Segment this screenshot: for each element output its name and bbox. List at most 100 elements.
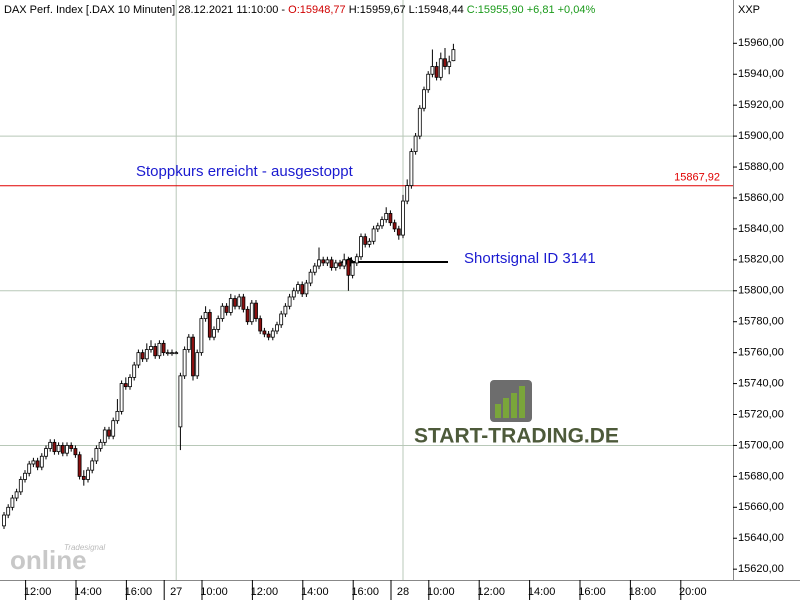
candle-body: [258, 318, 263, 332]
candle-body: [426, 73, 431, 91]
candle-body: [107, 429, 111, 437]
y-tick-label: 15640,00: [738, 532, 784, 544]
logo-bar: [519, 386, 525, 418]
axis-title: XXP: [738, 4, 760, 16]
header-low: L:15948,44: [409, 4, 464, 16]
candle-body: [291, 290, 296, 298]
y-tick-label: 15820,00: [738, 254, 784, 266]
candle-body: [245, 308, 250, 323]
y-tick-label: 15940,00: [738, 68, 784, 80]
x-tick-label: 16:00: [125, 586, 153, 598]
candle-body: [52, 441, 57, 453]
candle-body: [31, 460, 36, 465]
candle-body: [149, 346, 153, 350]
candle-body: [266, 333, 271, 338]
logo-text: START-TRADING.DE: [414, 425, 619, 448]
candle-body: [287, 296, 292, 307]
x-tick-label: 12:00: [251, 586, 279, 598]
logo-icon: [490, 380, 532, 422]
x-tick-label: 16:00: [351, 586, 379, 598]
x-tick-label: 12:00: [24, 586, 52, 598]
candle-body: [346, 259, 351, 276]
candle-body: [228, 298, 233, 313]
y-tick-label: 15740,00: [738, 377, 784, 389]
candle-body: [430, 66, 435, 75]
candle-body: [300, 284, 305, 295]
x-tick-label: 28: [397, 586, 409, 598]
candle-body: [136, 352, 141, 366]
candle-body: [233, 298, 237, 307]
candle-body: [81, 475, 86, 480]
y-tick-label: 15660,00: [738, 501, 784, 513]
candle-body: [216, 318, 221, 330]
candle-body: [39, 455, 44, 468]
candle-body: [417, 107, 422, 137]
candle-body: [338, 262, 342, 267]
candle-body: [65, 445, 69, 454]
logo-bar: [503, 398, 509, 418]
candle-body: [182, 349, 187, 377]
candle-body: [359, 236, 363, 258]
y-tick-label: 15720,00: [738, 408, 784, 420]
candle-body: [207, 312, 212, 338]
candle-body: [178, 375, 183, 428]
candle-body: [153, 346, 158, 357]
x-tick-label: 27: [170, 586, 182, 598]
candle-body: [308, 271, 313, 284]
x-tick-label: 14:00: [301, 586, 329, 598]
candle-body: [98, 441, 103, 449]
candle-body: [203, 312, 208, 320]
candle-body: [144, 349, 149, 360]
signal-annotation: Shortsignal ID 3141: [464, 250, 596, 267]
candle-body: [119, 383, 124, 412]
candle-body: [220, 305, 225, 320]
candle-body: [451, 49, 456, 62]
candle-body: [102, 429, 107, 443]
header-change: C:15955,90 +6,81 +0,04%: [467, 4, 596, 16]
candle-body: [2, 514, 6, 527]
candle-body: [115, 411, 120, 422]
candle-body: [86, 469, 90, 480]
candle-body: [165, 352, 170, 355]
candle-body: [27, 463, 32, 474]
x-tick-label: 20:00: [679, 586, 707, 598]
header: DAX Perf. Index [.DAX 10 Minuten] 28.12.…: [4, 4, 595, 16]
candle-body: [128, 376, 132, 388]
candle-body: [367, 240, 372, 245]
y-tick-label: 15860,00: [738, 192, 784, 204]
candle-body: [342, 259, 347, 267]
candle-body: [270, 330, 275, 338]
candle-body: [312, 265, 317, 273]
candle-body: [6, 506, 11, 516]
y-tick-label: 15960,00: [738, 37, 784, 49]
candle-body: [380, 219, 384, 227]
candle-body: [60, 445, 65, 454]
candle-body: [401, 200, 405, 236]
candle-body: [443, 58, 447, 67]
candle-body: [44, 448, 48, 457]
candle-body: [191, 336, 195, 377]
candle-body: [321, 259, 326, 264]
candle-body: [363, 236, 368, 245]
candle-body: [69, 445, 74, 449]
y-tick-label: 15620,00: [738, 563, 784, 575]
y-tick-label: 15800,00: [738, 285, 784, 297]
watermark-word: online: [10, 545, 87, 575]
candle-body: [90, 460, 95, 471]
x-tick-label: 14:00: [74, 586, 102, 598]
candle-body: [422, 89, 426, 109]
y-tick-label: 15700,00: [738, 439, 784, 451]
candle-body: [254, 302, 258, 320]
y-tick-label: 15680,00: [738, 470, 784, 482]
candle-body: [123, 383, 128, 388]
candle-body: [14, 491, 19, 499]
y-tick-label: 15880,00: [738, 161, 784, 173]
candle-body: [195, 352, 200, 377]
candle-body: [174, 352, 179, 355]
candle-body: [249, 302, 254, 323]
y-tick-label: 15920,00: [738, 99, 784, 111]
candle-body: [186, 336, 191, 350]
x-tick-label: 12:00: [477, 586, 505, 598]
